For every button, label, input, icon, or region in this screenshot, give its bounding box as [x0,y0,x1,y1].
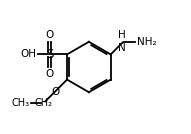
Text: CH₃: CH₃ [11,98,29,108]
Text: O: O [51,87,59,96]
Text: S: S [46,48,53,61]
Text: O: O [46,69,54,79]
Text: O: O [46,30,54,40]
Text: NH₂: NH₂ [137,38,156,47]
Text: CH₂: CH₂ [34,98,52,108]
Text: OH: OH [20,49,36,59]
Text: H: H [118,30,125,40]
Text: N: N [118,43,125,53]
